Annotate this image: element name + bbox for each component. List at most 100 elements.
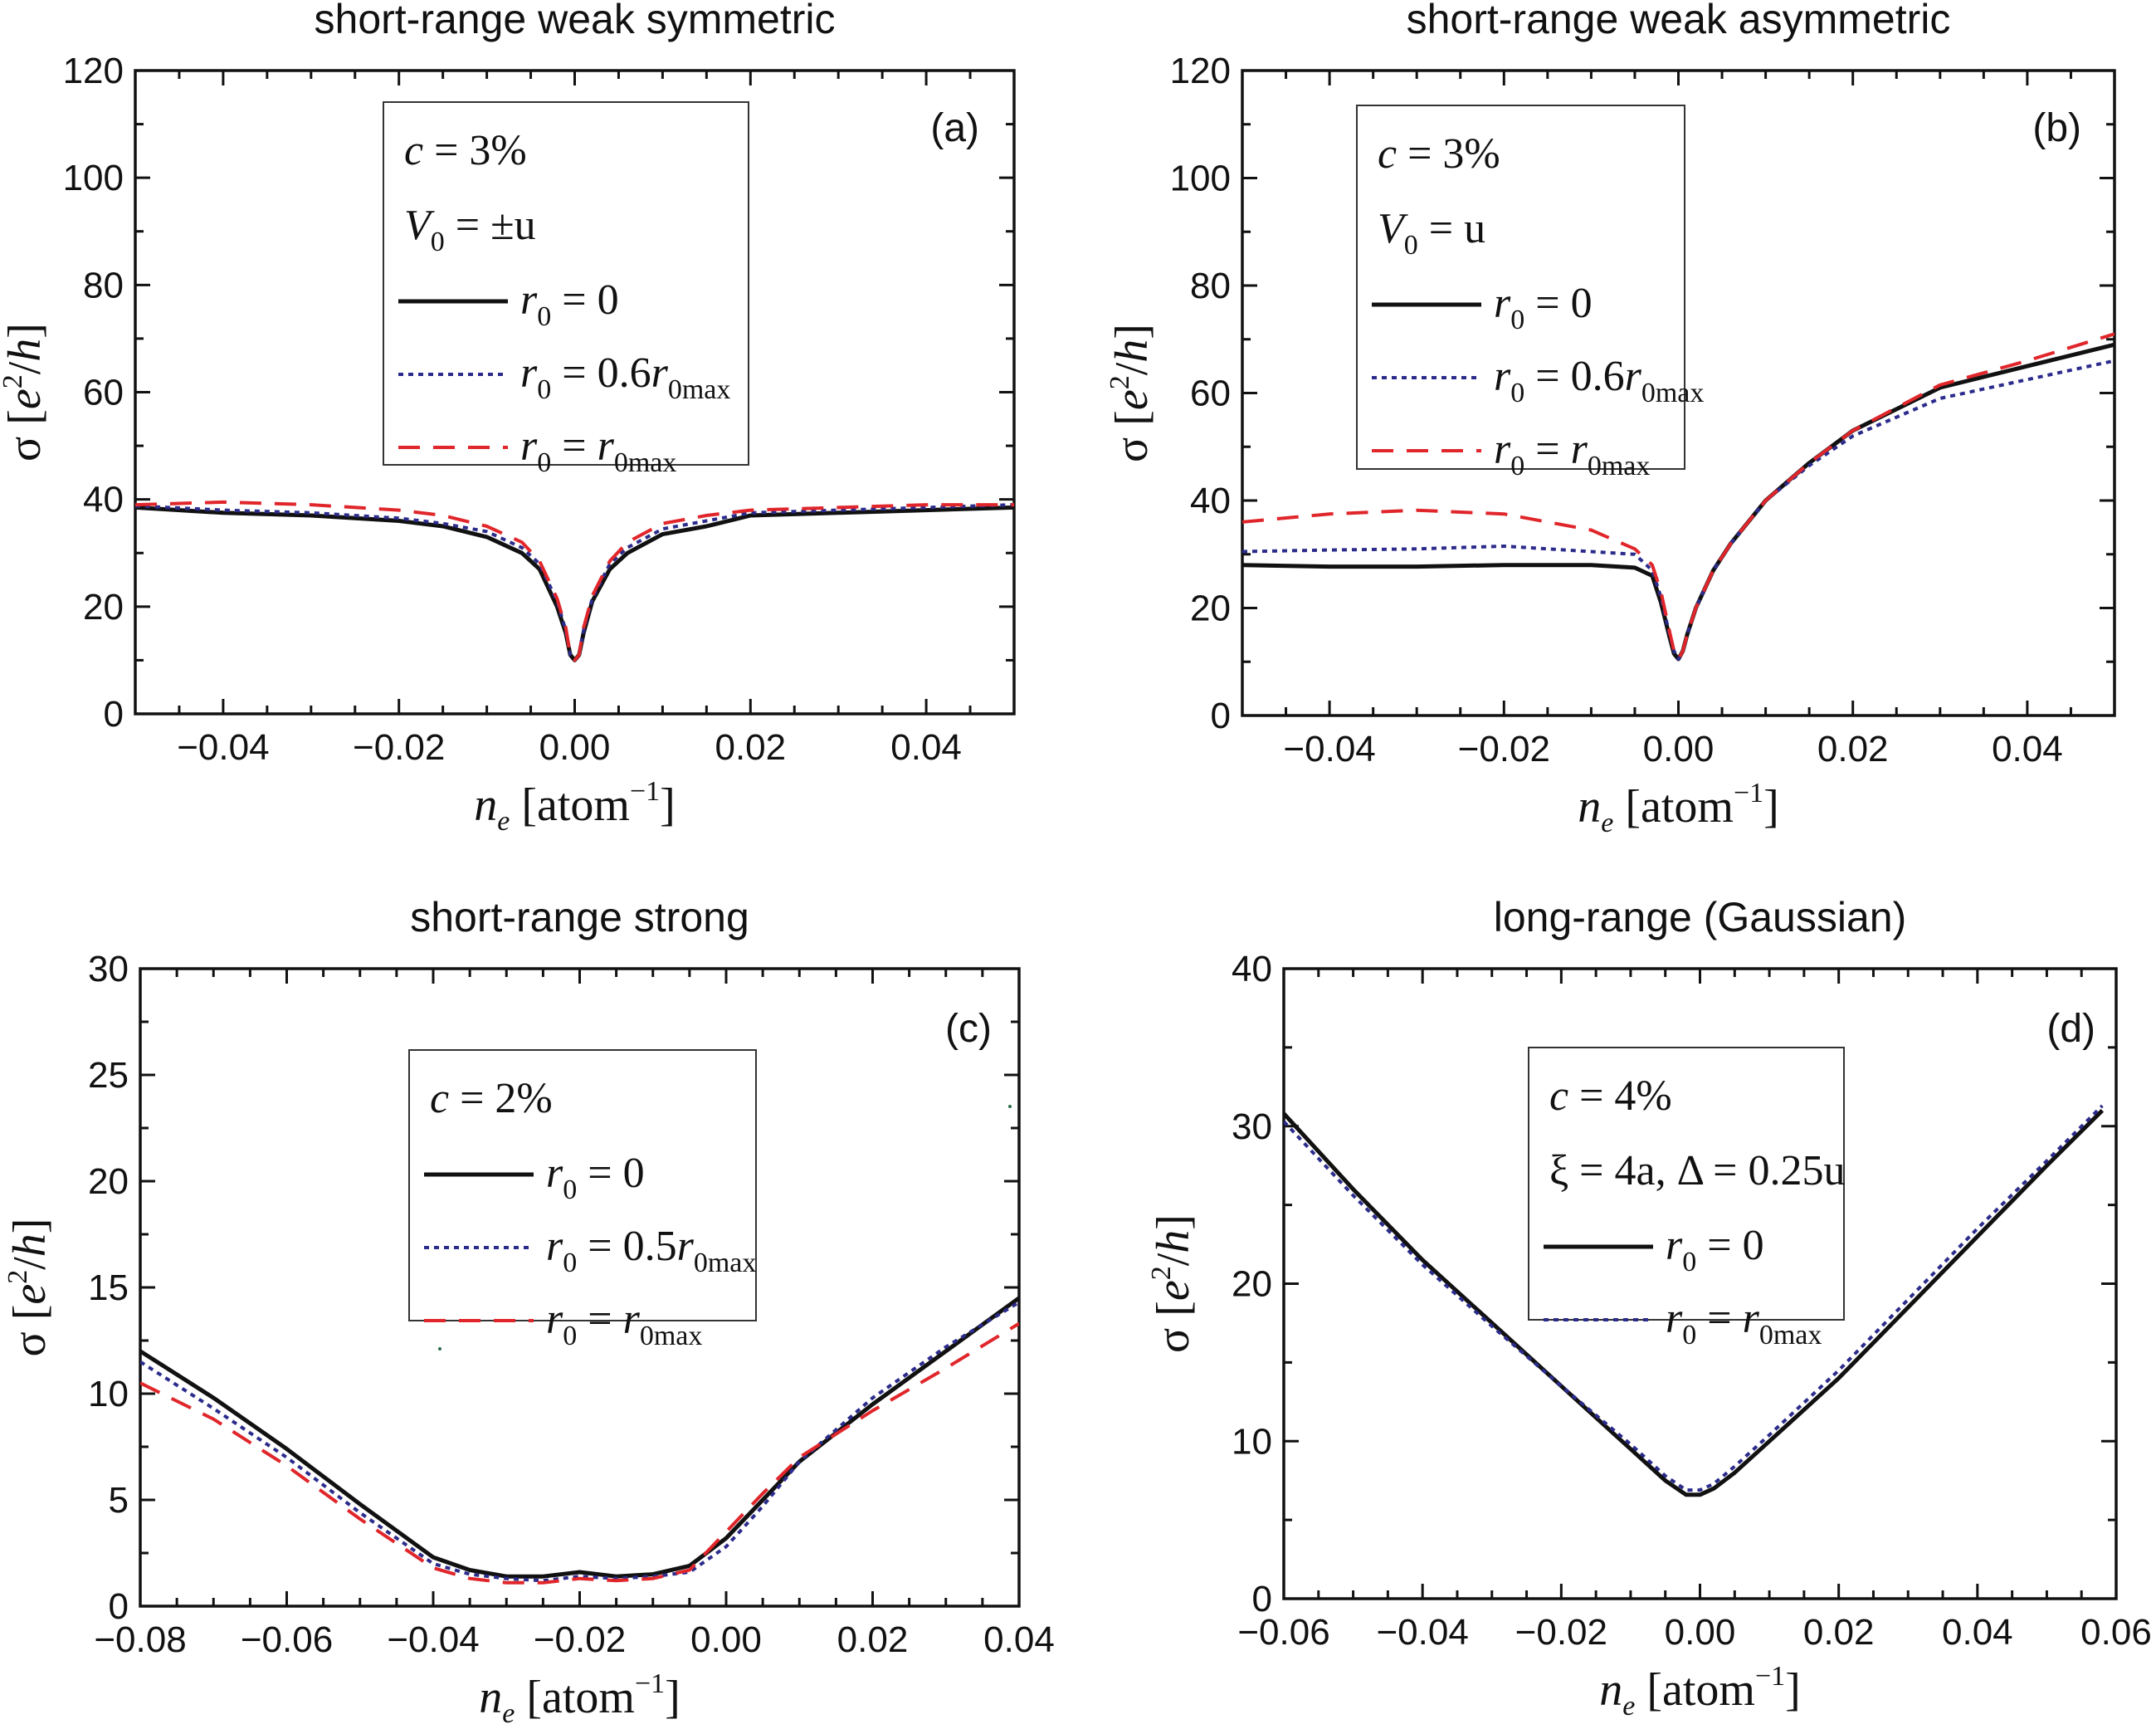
legend-eq: = 0	[551, 276, 618, 324]
legend-eq: =	[551, 422, 597, 470]
x-tick-label: −0.06	[241, 1619, 333, 1660]
y-tick-label: 15	[88, 1267, 129, 1308]
x-label-sub: e	[1601, 808, 1613, 838]
legend-sub: 0	[431, 227, 445, 257]
legend-eq: = 0	[1524, 280, 1592, 327]
series-line-dotted	[140, 1301, 1019, 1583]
y-label-close: ]	[1148, 1214, 1199, 1230]
legend-label-1: r0 = 0.6r0max	[1494, 353, 1704, 408]
series-group	[1242, 332, 2115, 662]
legend-sub: 0	[537, 301, 551, 332]
legend-v: V	[1378, 205, 1408, 252]
x-label-n: n	[1578, 781, 1601, 833]
x-label-n: n	[1599, 1664, 1622, 1716]
y-tick-label: 0	[109, 1586, 129, 1627]
y-tick-label: 20	[1190, 589, 1231, 629]
legend-label-2: r0 = r0max	[1494, 426, 1650, 481]
legend-r: r	[520, 422, 538, 470]
legend-label-2: r0 = r0max	[520, 422, 676, 478]
panel-label: (c)	[945, 1007, 992, 1051]
legend-r: r	[598, 422, 615, 470]
legend-sub: 0max	[1759, 1320, 1822, 1350]
y-tick-label: 0	[104, 694, 124, 735]
legend-eq: = u	[1418, 205, 1485, 252]
legend-label-0: r0 = 0	[520, 276, 619, 332]
legend-eq: =	[1524, 426, 1570, 473]
series-line-dashed	[1242, 332, 2115, 661]
legend-r: r	[1666, 1222, 1683, 1269]
y-label-h: h	[0, 339, 51, 362]
legend-eq: = 3%	[423, 127, 527, 174]
chart-title: short-range weak asymmetric	[1407, 0, 1951, 42]
x-label-n: n	[479, 1672, 502, 1723]
legend-r: r	[1494, 280, 1511, 327]
legend-label-1: r0 = r0max	[1666, 1295, 1822, 1350]
legend-label-0: r0 = 0	[546, 1150, 645, 1205]
y-axis-label: σ [e2/h]	[0, 323, 51, 462]
legend-r: r	[623, 1296, 641, 1343]
chart-title: long-range (Gaussian)	[1494, 894, 1907, 940]
legend-c: c	[1549, 1072, 1568, 1120]
legend-sub: 0	[537, 374, 551, 405]
legend-label-1: r0 = 0.6r0max	[520, 349, 730, 405]
legend-box	[1528, 1047, 1845, 1321]
x-tick-label: 0.02	[715, 727, 786, 768]
y-label-h: h	[1148, 1230, 1199, 1253]
legend-eq: = 2%	[449, 1075, 553, 1122]
y-axis-label: σ [e2/h]	[1105, 324, 1158, 462]
x-label-sub: e	[1622, 1691, 1635, 1722]
y-label-h: h	[4, 1233, 56, 1257]
y-tick-label: 30	[88, 949, 129, 989]
x-tick-label: 0.04	[1942, 1612, 2013, 1653]
x-label-exp: −1	[630, 776, 660, 807]
legend-r: r	[546, 1223, 563, 1270]
y-tick-label: 100	[1170, 159, 1231, 199]
y-tick-label: 10	[88, 1374, 129, 1414]
panel-a: short-range weak symmetric −0.04 −0.02 0.00…	[0, 0, 1016, 837]
y-tick-label: 30	[1232, 1106, 1272, 1147]
y-tick-label: 100	[63, 158, 124, 198]
legend-box	[1356, 105, 1685, 470]
y-label-sigma: σ [	[1106, 410, 1158, 462]
legend-sub: 0max	[1641, 378, 1705, 408]
y-tick-label: 120	[63, 51, 124, 91]
y-label-exp: 2	[2, 1270, 33, 1284]
y-tick-label: 0	[1211, 696, 1231, 736]
legend-sub: 0	[563, 1175, 577, 1205]
y-tick-label: 40	[1232, 949, 1272, 989]
y-label-slash: /	[1148, 1253, 1199, 1266]
series-line-solid	[135, 505, 1014, 662]
y-label-e: e	[0, 388, 51, 409]
x-axis-label: ne [atom−1]	[1578, 778, 1779, 838]
y-axis-label: σ [e2/h]	[1146, 1214, 1199, 1353]
series-group	[1284, 1104, 2105, 1497]
x-label-sub: e	[497, 806, 510, 837]
x-tick-label: 0.00	[1665, 1612, 1736, 1653]
legend-eq: = 0.6	[1524, 353, 1624, 400]
panel-label: (b)	[2032, 106, 2081, 150]
legend-c: c	[404, 127, 423, 174]
x-tick-label: 0.00	[690, 1619, 762, 1660]
x-tick-label: −0.04	[1283, 729, 1375, 769]
legend-eq: =	[577, 1296, 622, 1343]
series-group	[135, 500, 1014, 662]
legend-sub: 0max	[614, 447, 677, 478]
y-axis-label: σ [e2/h]	[2, 1219, 56, 1357]
legend-c: c	[1378, 130, 1397, 178]
y-label-sigma: σ [	[0, 409, 51, 462]
x-axis-label: ne [atom−1]	[474, 776, 676, 837]
legend-sub: 0	[537, 447, 551, 478]
legend-eq: = ±u	[445, 202, 536, 249]
x-tick-label: −0.04	[1376, 1612, 1468, 1653]
y-label-exp: 2	[1146, 1266, 1177, 1280]
legend-c: c	[430, 1075, 449, 1122]
y-label-slash: /	[4, 1257, 56, 1270]
y-label-close: ]	[4, 1219, 56, 1234]
legend-eq: = 0.6	[551, 349, 651, 397]
x-label-n: n	[474, 779, 497, 831]
legend-sub: 0	[1682, 1247, 1696, 1277]
legend-sub: 0	[1510, 378, 1524, 408]
y-label-h: h	[1106, 339, 1158, 363]
